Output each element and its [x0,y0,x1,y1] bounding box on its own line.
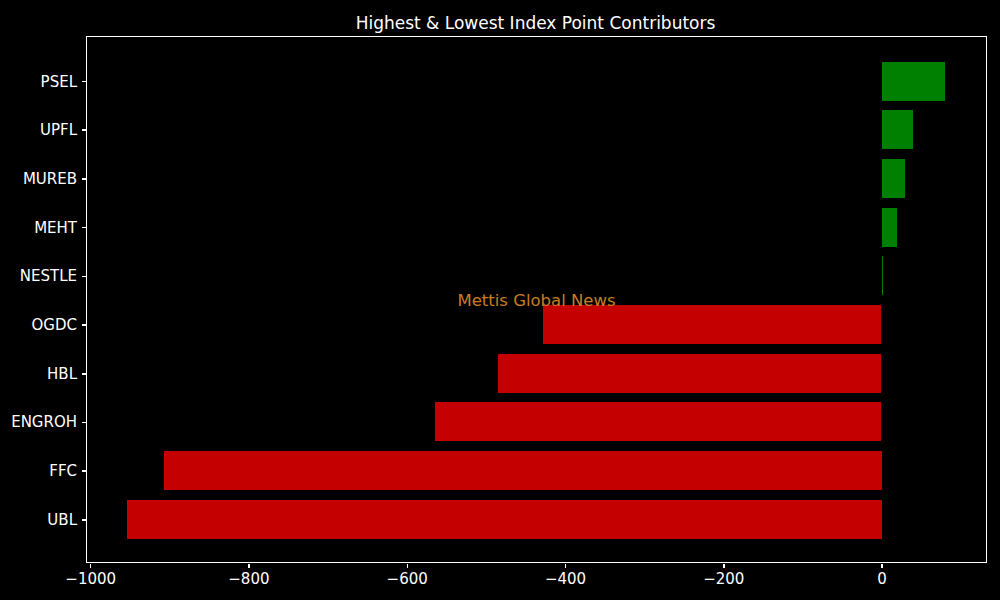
bar-upfl [882,110,914,149]
bar-ogdc [543,305,882,344]
bar-mureb [882,159,906,198]
plot-area: Mettis Global News [86,36,987,563]
x-tick-mark [248,564,250,568]
y-tick-label-hbl: HBL [0,365,77,383]
bar-ffc [164,451,882,490]
y-tick-mark [82,227,86,229]
y-tick-mark [82,129,86,131]
y-tick-label-upfl: UPFL [0,121,77,139]
bar-ubl [127,500,882,539]
bar-nestle [882,256,884,295]
x-tick-mark [90,564,92,568]
chart-figure: Highest & Lowest Index Point Contributor… [0,0,1000,600]
y-tick-mark [82,422,86,424]
x-tick-label: 0 [877,570,887,588]
x-tick-mark [565,564,567,568]
y-tick-label-nestle: NESTLE [0,267,77,285]
y-tick-mark [82,519,86,521]
y-tick-mark [82,470,86,472]
x-tick-label: −800 [228,570,269,588]
x-tick-label: −200 [703,570,744,588]
bar-meht [882,208,897,247]
bar-engroh [435,402,881,441]
y-tick-mark [82,373,86,375]
x-tick-label: −600 [387,570,428,588]
watermark-text: Mettis Global News [457,290,615,309]
y-tick-label-mureb: MUREB [0,170,77,188]
x-tick-mark [723,564,725,568]
x-tick-label: −400 [545,570,586,588]
x-tick-mark [407,564,409,568]
x-tick-label: −1000 [65,570,116,588]
y-tick-mark [82,324,86,326]
bar-hbl [498,354,882,393]
y-tick-mark [82,276,86,278]
chart-title: Highest & Lowest Index Point Contributor… [86,12,985,34]
y-tick-label-engroh: ENGROH [0,413,77,431]
y-tick-label-ffc: FFC [0,462,77,480]
y-tick-mark [82,81,86,83]
y-tick-mark [82,178,86,180]
y-tick-label-ogdc: OGDC [0,316,77,334]
x-tick-mark [881,564,883,568]
y-tick-label-psel: PSEL [0,73,77,91]
y-tick-label-ubl: UBL [0,511,77,529]
bar-psel [882,62,945,101]
y-tick-label-meht: MEHT [0,219,77,237]
